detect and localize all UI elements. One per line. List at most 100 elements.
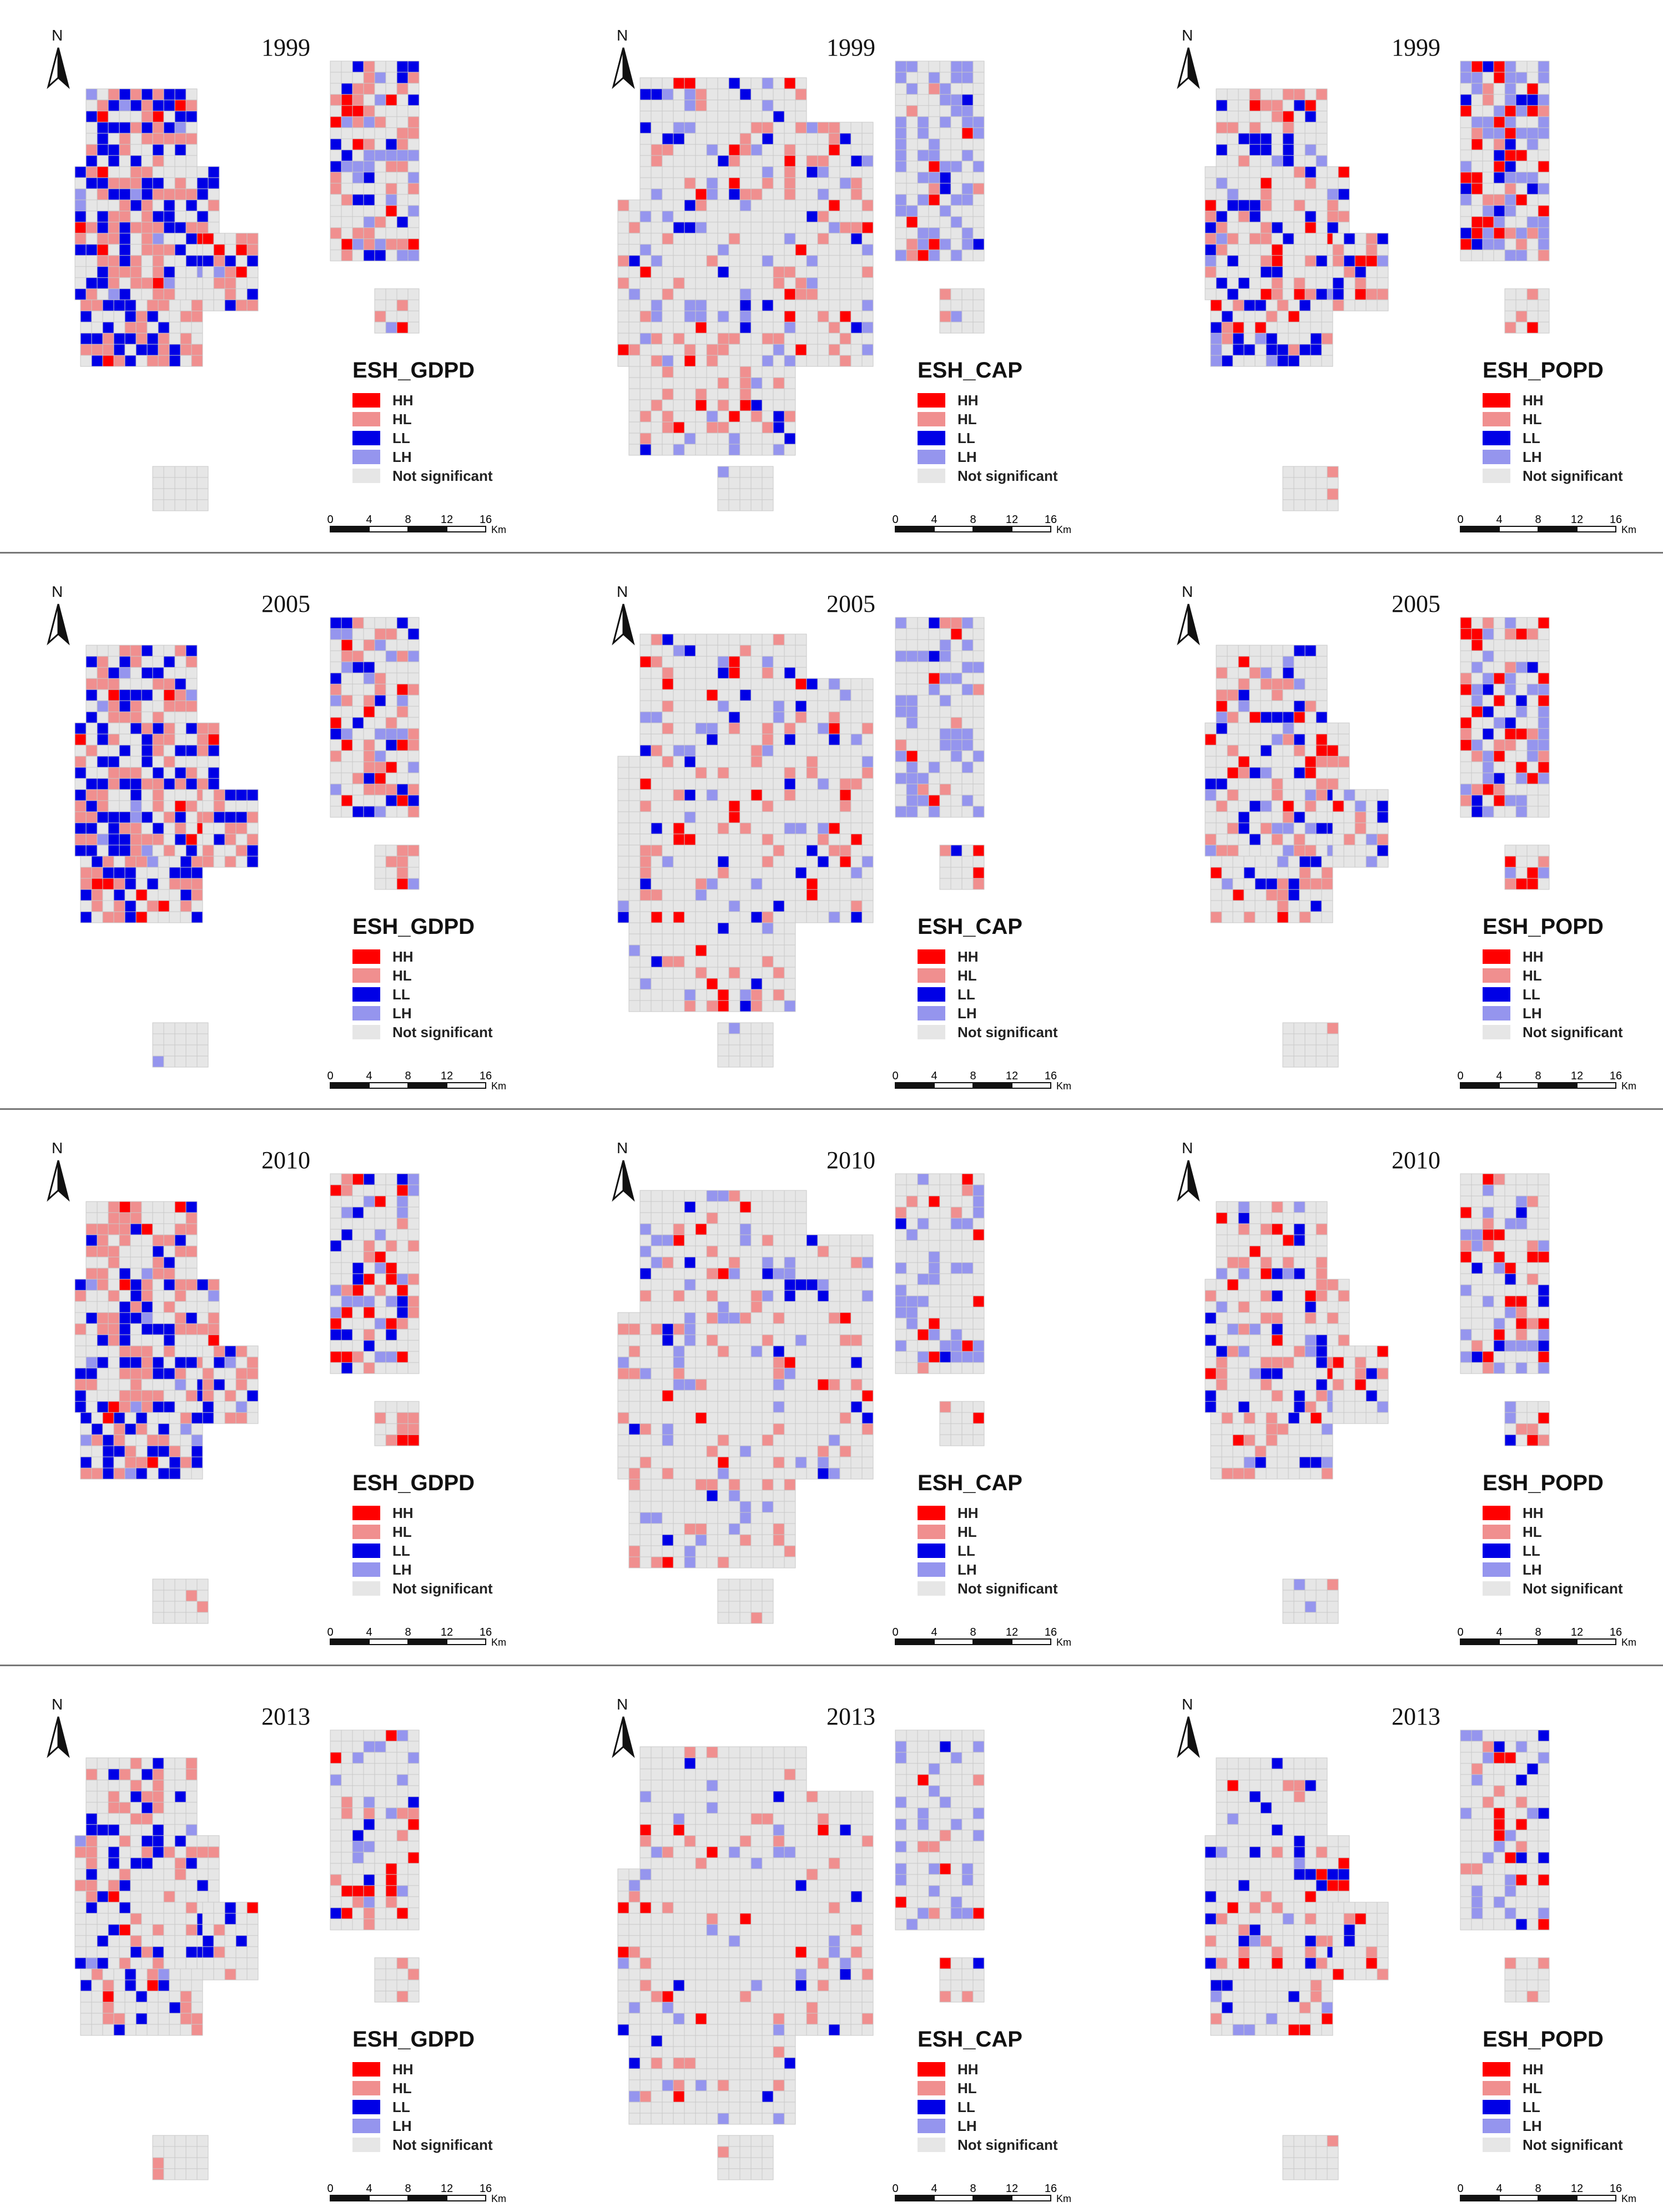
map-cell [1471,160,1483,173]
map-cell [972,160,985,173]
map-cell [784,1412,796,1424]
map-cell [817,1401,829,1413]
map-cell [784,956,796,968]
map-cell [684,789,696,801]
map-cell [806,1334,818,1346]
map-cell [407,321,420,334]
map-cell [1332,811,1344,823]
map-cell [739,99,752,112]
map-cell [651,778,663,790]
map-cell [1471,717,1483,729]
map-cell [1460,717,1472,729]
map-cell [939,299,951,311]
map-cell [174,789,187,801]
map-cell [662,1201,674,1213]
map-cell [1216,778,1228,790]
map-cell [728,1456,740,1469]
map-cell [130,1345,142,1358]
map-cell [1282,222,1294,234]
map-cell [639,166,652,178]
map-cell [1216,188,1228,200]
map-cell [385,138,397,150]
map-cell [806,155,818,167]
map-cell [119,1234,131,1246]
map-cell [651,1390,663,1402]
map-cell [750,1190,763,1202]
map-cell [739,355,752,367]
legend-item: HL [352,410,541,429]
map-cell [97,733,109,746]
map-cell [695,299,707,311]
map-cell [728,1334,740,1346]
map-cell [1293,110,1306,123]
map-cell [695,778,707,790]
map-cell [950,844,962,857]
map-cell [784,745,796,757]
map-cell [706,266,718,278]
map-cell [684,321,696,334]
map-cell [1288,900,1300,912]
map-cell [673,1379,685,1391]
map-cell [152,1379,164,1391]
map-cell [906,149,918,162]
north-label: N [52,27,63,44]
map-cell [85,833,98,846]
map-cell [407,105,420,117]
map-cell [235,822,248,834]
map-cell [174,1301,187,1313]
map-cell [396,1262,409,1274]
map-cell [363,1306,375,1319]
map-cell [895,728,907,740]
map-cell [1493,72,1505,84]
map-cell [706,844,718,857]
map-cell [684,1456,696,1469]
map-cell [784,1379,796,1391]
map-cell [130,678,142,690]
map-cell [773,856,785,868]
map-cell [1377,288,1389,300]
map-cell [639,110,652,123]
map-cell [152,1334,164,1346]
map-cell [158,1467,170,1480]
map-cell [1304,244,1317,256]
map-cell [717,1044,729,1057]
map-cell [180,878,192,890]
map-cell [185,210,198,223]
map-cell [407,1412,420,1424]
map-cell [750,1033,763,1045]
map-cell [396,739,409,751]
map-cell [839,310,851,323]
scale-segment [330,1082,370,1089]
map-cell [750,310,763,323]
map-cell [1216,266,1228,278]
map-cell [407,706,420,718]
map-cell [1205,844,1217,857]
map-cell [1310,878,1322,890]
map-cell [673,1356,685,1369]
map-cell [939,149,951,162]
map-cell [119,756,131,768]
map-cell [684,366,696,378]
map-cell [1538,695,1550,707]
map-cell [185,844,198,857]
map-cell [80,878,92,890]
map-cell [762,188,774,200]
map-cell [695,333,707,345]
map-cell [939,639,951,651]
map-cell [385,1184,397,1197]
map-cell [651,1356,663,1369]
map-cell [939,138,951,150]
map-cell [174,266,187,278]
map-cell [717,822,729,834]
map-cell [130,122,142,134]
map-cell [762,856,774,868]
map-cell [396,728,409,740]
scale-unit-label: Km [1056,1080,1071,1092]
map-cell [1216,722,1228,735]
map-cell [1526,806,1539,818]
map-cell [784,889,796,901]
map-cell [728,1412,740,1424]
north-arrow-icon: N [607,583,640,650]
map-cell [728,722,740,735]
map-cell [828,1334,840,1346]
